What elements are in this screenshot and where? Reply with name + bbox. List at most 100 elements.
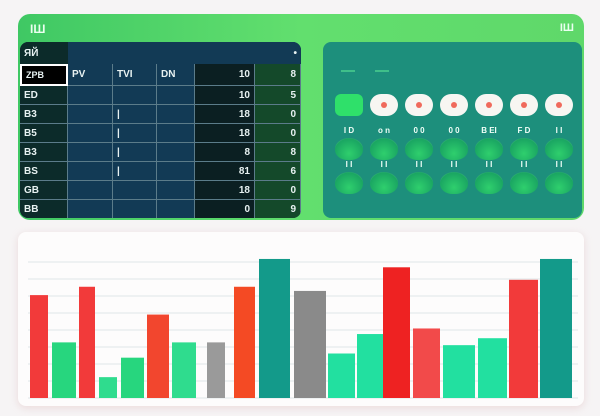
pad-label: I I <box>345 160 353 169</box>
data-table: ЯЙ • ZPB PV TVI DN 10 8 ED 10 5 B3 | 18 0 B5 | 18… <box>20 42 301 218</box>
column-header[interactable]: TVI <box>113 64 157 86</box>
pad-key-button[interactable] <box>405 172 433 194</box>
active-toggle-button[interactable] <box>335 94 363 116</box>
pad-key-button[interactable] <box>440 138 468 160</box>
pad-key-button[interactable] <box>405 138 433 160</box>
bar-18 <box>509 279 538 398</box>
pad-key-button[interactable] <box>475 138 503 160</box>
row-header[interactable]: ED <box>20 86 68 105</box>
row-header[interactable]: B3 <box>20 143 68 162</box>
table-cell[interactable]: 18 <box>195 181 255 200</box>
card-right-label: ІШ <box>559 22 574 34</box>
table-cell[interactable]: | <box>113 162 157 181</box>
toggle-button[interactable] <box>370 94 398 116</box>
record-dot-icon <box>451 102 457 108</box>
toggle-button[interactable] <box>440 94 468 116</box>
toggle-button[interactable] <box>405 94 433 116</box>
column-header[interactable]: DN <box>157 64 195 86</box>
table-cell[interactable] <box>68 86 113 105</box>
table-cell[interactable] <box>113 86 157 105</box>
table-cell[interactable] <box>113 181 157 200</box>
pad-key-button[interactable] <box>370 138 398 160</box>
column-header[interactable]: PV <box>68 64 113 86</box>
table-cell[interactable]: | <box>113 105 157 124</box>
table-cell[interactable]: 0 <box>255 124 301 143</box>
table-cell[interactable] <box>157 200 195 218</box>
table-cell[interactable]: 8 <box>255 143 301 162</box>
table-cell[interactable]: 5 <box>255 86 301 105</box>
table-cell[interactable] <box>113 200 157 218</box>
table-cell[interactable]: 10 <box>195 86 255 105</box>
selected-row-header[interactable]: ZPB <box>20 64 68 86</box>
pad-key-button[interactable] <box>545 172 573 194</box>
table-cell[interactable] <box>68 143 113 162</box>
control-pad: I D I I o n I I 0 0 I I 0 0 I I B EI I I F D I I I I… <box>323 42 582 218</box>
record-dot-icon <box>416 102 422 108</box>
table-cell[interactable]: | <box>113 143 157 162</box>
pad-label: o n <box>378 126 390 135</box>
row-header[interactable]: B3 <box>20 105 68 124</box>
table-cell[interactable] <box>68 124 113 143</box>
row-header[interactable]: BB <box>20 200 68 218</box>
table-cell[interactable]: 0 <box>255 181 301 200</box>
table-cell[interactable]: 18 <box>195 105 255 124</box>
pad-key-button[interactable] <box>475 172 503 194</box>
table-cell[interactable] <box>68 162 113 181</box>
toggle-button[interactable] <box>545 94 573 116</box>
table-cell[interactable] <box>157 105 195 124</box>
toggle-button[interactable] <box>475 94 503 116</box>
pad-label: I I <box>555 126 563 135</box>
table-cell[interactable]: 0 <box>195 200 255 218</box>
table-cell[interactable] <box>157 143 195 162</box>
row-header[interactable]: GB <box>20 181 68 200</box>
table-cell[interactable] <box>68 200 113 218</box>
table-cell[interactable] <box>157 162 195 181</box>
row-header[interactable]: BS <box>20 162 68 181</box>
bar-9 <box>234 286 255 398</box>
table-cell[interactable]: 81 <box>195 162 255 181</box>
bar-11 <box>294 290 326 398</box>
pad-key-button[interactable] <box>440 172 468 194</box>
bar-7 <box>172 342 196 398</box>
pad-key-button[interactable] <box>510 138 538 160</box>
table-cell[interactable] <box>68 105 113 124</box>
table-cell[interactable] <box>157 86 195 105</box>
pad-label: I I <box>520 160 528 169</box>
bar-4 <box>99 377 117 398</box>
pad-label: 0 0 <box>448 126 460 135</box>
table-top-row: ЯЙ • <box>20 42 301 64</box>
table-cell[interactable]: 10 <box>195 64 255 86</box>
pad-key-button[interactable] <box>370 172 398 194</box>
pad-label: I D <box>343 126 355 135</box>
table-cell[interactable]: 8 <box>255 64 301 86</box>
pad-key-button[interactable] <box>510 172 538 194</box>
table-cell[interactable]: 0 <box>255 105 301 124</box>
bar-12 <box>328 353 355 398</box>
table-cell[interactable] <box>157 181 195 200</box>
toggle-button[interactable] <box>510 94 538 116</box>
pad-label: I I <box>555 160 563 169</box>
record-dot-icon <box>521 102 527 108</box>
table-header-row: ZPB PV TVI DN 10 8 <box>20 64 301 86</box>
table-cell[interactable]: 8 <box>195 143 255 162</box>
corner-cell: ЯЙ <box>20 42 68 64</box>
table-row: B3 | 18 0 <box>20 105 301 124</box>
bar-14 <box>383 267 410 398</box>
table-cell[interactable]: 9 <box>255 200 301 218</box>
pad-key-button[interactable] <box>335 138 363 160</box>
table-cell[interactable]: 18 <box>195 124 255 143</box>
table-cell[interactable]: | <box>113 124 157 143</box>
pad-label: I I <box>485 160 493 169</box>
row-header[interactable]: B5 <box>20 124 68 143</box>
table-cell[interactable]: 6 <box>255 162 301 181</box>
table-top-spacer <box>68 42 255 64</box>
pad-key-button[interactable] <box>335 172 363 194</box>
pad-key-button[interactable] <box>545 138 573 160</box>
bar-8 <box>207 342 225 398</box>
table-cell[interactable] <box>68 181 113 200</box>
pad-label: F D <box>517 126 531 135</box>
table-cell[interactable] <box>157 124 195 143</box>
pad-label: B EI <box>481 126 497 135</box>
table-row: ED 10 5 <box>20 86 301 105</box>
dash-marker <box>341 70 355 72</box>
